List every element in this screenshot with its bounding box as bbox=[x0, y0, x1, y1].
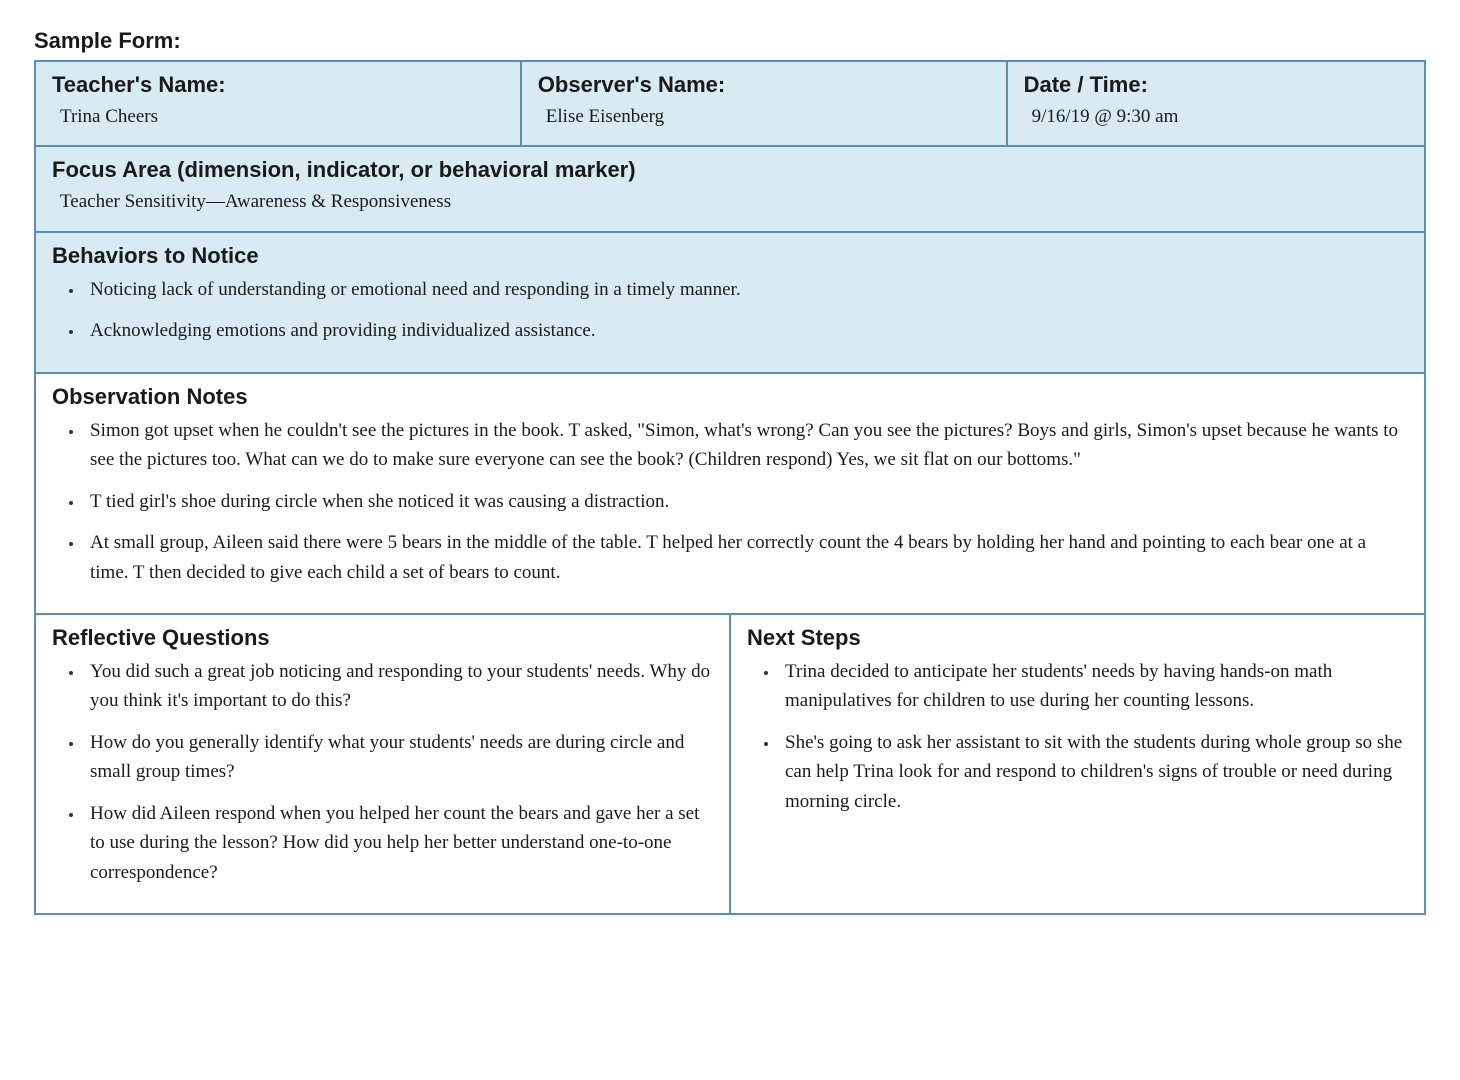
notes-cell: Observation Notes Simon got upset when h… bbox=[36, 374, 1424, 613]
teacher-label: Teacher's Name: bbox=[52, 72, 504, 98]
reflective-list: You did such a great job noticing and re… bbox=[52, 657, 713, 887]
notes-label: Observation Notes bbox=[52, 384, 1408, 410]
list-item: T tied girl's shoe during circle when sh… bbox=[84, 487, 1408, 516]
list-item: How do you generally identify what your … bbox=[84, 728, 713, 787]
list-item: Simon got upset when he couldn't see the… bbox=[84, 416, 1408, 475]
nextsteps-cell: Next Steps Trina decided to anticipate h… bbox=[731, 615, 1424, 913]
focus-value: Teacher Sensitivity—Awareness & Responsi… bbox=[52, 187, 1408, 216]
notes-list: Simon got upset when he couldn't see the… bbox=[52, 416, 1408, 587]
list-item: She's going to ask her assistant to sit … bbox=[779, 728, 1408, 816]
focus-cell: Focus Area (dimension, indicator, or beh… bbox=[36, 147, 1424, 230]
behaviors-row: Behaviors to Notice Noticing lack of und… bbox=[36, 233, 1424, 374]
focus-label: Focus Area (dimension, indicator, or beh… bbox=[52, 157, 1408, 183]
notes-row: Observation Notes Simon got upset when h… bbox=[36, 374, 1424, 615]
observer-label: Observer's Name: bbox=[538, 72, 990, 98]
observer-value: Elise Eisenberg bbox=[538, 102, 990, 131]
reflective-label: Reflective Questions bbox=[52, 625, 713, 651]
list-item: Acknowledging emotions and providing ind… bbox=[84, 316, 1408, 345]
list-item: Trina decided to anticipate her students… bbox=[779, 657, 1408, 716]
focus-row: Focus Area (dimension, indicator, or beh… bbox=[36, 147, 1424, 232]
date-label: Date / Time: bbox=[1024, 72, 1408, 98]
teacher-cell: Teacher's Name: Trina Cheers bbox=[36, 62, 522, 145]
behaviors-cell: Behaviors to Notice Noticing lack of und… bbox=[36, 233, 1424, 372]
reflective-cell: Reflective Questions You did such a grea… bbox=[36, 615, 731, 913]
behaviors-list: Noticing lack of understanding or emotio… bbox=[52, 275, 1408, 346]
nextsteps-label: Next Steps bbox=[747, 625, 1408, 651]
behaviors-label: Behaviors to Notice bbox=[52, 243, 1408, 269]
observation-form: Teacher's Name: Trina Cheers Observer's … bbox=[34, 60, 1426, 915]
list-item: You did such a great job noticing and re… bbox=[84, 657, 713, 716]
observer-cell: Observer's Name: Elise Eisenberg bbox=[522, 62, 1008, 145]
nextsteps-list: Trina decided to anticipate her students… bbox=[747, 657, 1408, 816]
list-item: How did Aileen respond when you helped h… bbox=[84, 799, 713, 887]
date-value: 9/16/19 @ 9:30 am bbox=[1024, 102, 1408, 131]
form-title: Sample Form: bbox=[34, 28, 1426, 54]
list-item: At small group, Aileen said there were 5… bbox=[84, 528, 1408, 587]
header-row: Teacher's Name: Trina Cheers Observer's … bbox=[36, 62, 1424, 147]
date-cell: Date / Time: 9/16/19 @ 9:30 am bbox=[1008, 62, 1424, 145]
bottom-row: Reflective Questions You did such a grea… bbox=[36, 615, 1424, 913]
list-item: Noticing lack of understanding or emotio… bbox=[84, 275, 1408, 304]
teacher-value: Trina Cheers bbox=[52, 102, 504, 131]
